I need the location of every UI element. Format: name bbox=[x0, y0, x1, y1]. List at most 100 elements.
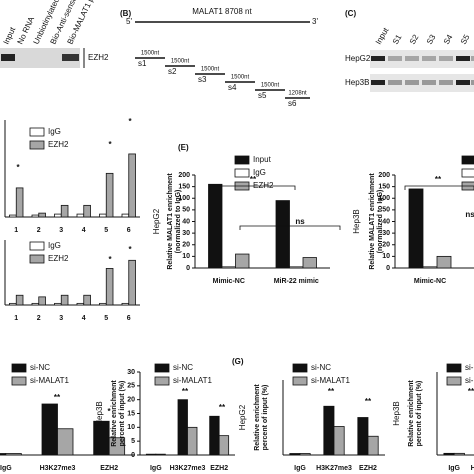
legend-swatch bbox=[29, 241, 45, 251]
bar bbox=[99, 302, 107, 306]
y-tick-label: 30 bbox=[127, 369, 135, 376]
band bbox=[371, 80, 385, 85]
bar bbox=[275, 200, 290, 269]
annotation: ** bbox=[219, 403, 226, 412]
legend-label: si-NC bbox=[30, 363, 50, 372]
lane-label: S4 bbox=[442, 33, 455, 46]
legend-swatch bbox=[234, 168, 250, 178]
lane-label: Input bbox=[374, 25, 391, 46]
y-axis-label: (normalized to IgG) bbox=[377, 190, 384, 254]
x-tick-label: H3K27me3 bbox=[40, 465, 76, 472]
bar bbox=[9, 214, 17, 218]
x-tick-label: Mimic-NC bbox=[213, 278, 245, 285]
x-tick-label: EZH2 bbox=[359, 465, 377, 472]
y-tick-label: 15 bbox=[127, 410, 135, 417]
bar bbox=[99, 213, 107, 218]
bracket bbox=[209, 185, 296, 190]
bar bbox=[436, 255, 452, 269]
bar bbox=[60, 204, 69, 218]
bar bbox=[15, 294, 24, 306]
band bbox=[1, 54, 15, 61]
band bbox=[456, 80, 470, 85]
bar bbox=[443, 452, 455, 456]
annotation: ** bbox=[182, 387, 189, 396]
row-label: HepG2 bbox=[345, 54, 371, 63]
annotation: * bbox=[107, 407, 111, 416]
five-end: 5' bbox=[126, 17, 132, 26]
bar bbox=[235, 253, 250, 269]
segment-name: s2 bbox=[168, 67, 177, 76]
band bbox=[471, 80, 474, 85]
band bbox=[388, 80, 402, 85]
legend-swatch bbox=[29, 127, 45, 137]
x-tick-label: H3K27me3 bbox=[316, 465, 352, 472]
segment-name: s3 bbox=[198, 75, 207, 84]
bar bbox=[121, 213, 130, 218]
protein-label: EZH2 bbox=[88, 53, 109, 62]
legend-swatch bbox=[446, 363, 462, 373]
x-tick-label: 1 bbox=[14, 227, 18, 234]
segment-name: s4 bbox=[228, 83, 237, 92]
side-label: Hep3B bbox=[95, 401, 104, 425]
band bbox=[62, 54, 79, 61]
y-axis-label: percent of input (%) bbox=[416, 381, 423, 447]
bar bbox=[299, 453, 311, 456]
legend-label: si-NC bbox=[465, 363, 474, 372]
x-tick-label: 3 bbox=[59, 227, 63, 234]
x-tick-label: EZH2 bbox=[210, 465, 228, 472]
bar bbox=[9, 302, 17, 306]
side-label: HepG2 bbox=[238, 404, 247, 430]
y-tick-label: 5 bbox=[131, 438, 135, 445]
x-tick-label: IgG bbox=[448, 465, 460, 472]
legend-swatch bbox=[11, 376, 27, 386]
annotation: ** bbox=[435, 175, 442, 184]
bar bbox=[128, 259, 136, 306]
y-tick-label: 200 bbox=[178, 172, 190, 179]
y-tick-label: 50 bbox=[382, 207, 390, 214]
y-tick-label: 20 bbox=[127, 397, 135, 404]
bar bbox=[105, 172, 114, 218]
bar bbox=[5, 453, 22, 456]
x-tick-label: Mimic-NC bbox=[414, 278, 446, 285]
y-tick-label: 150 bbox=[378, 183, 390, 190]
bar bbox=[15, 187, 24, 218]
legend-label: Input bbox=[253, 155, 272, 164]
x-tick-label: 2 bbox=[37, 315, 41, 322]
x-tick-label: EZH2 bbox=[100, 465, 118, 472]
legend-label: si-MALAT1 bbox=[173, 376, 213, 385]
legend-swatch bbox=[29, 140, 45, 150]
bar bbox=[83, 294, 91, 306]
band bbox=[439, 80, 453, 85]
bar bbox=[38, 212, 46, 218]
y-tick-label: 0 bbox=[186, 265, 190, 272]
y-tick-label: 10 bbox=[127, 424, 135, 431]
y-axis-label: Relative MALAT1 enrichment bbox=[167, 173, 174, 270]
legend-label: EZH2 bbox=[48, 254, 69, 263]
y-axis-label: Relative MALAT1 enrichment bbox=[369, 173, 376, 270]
segment-length: 1500nt bbox=[231, 75, 250, 81]
y-tick-label: 10 bbox=[182, 253, 190, 260]
bar bbox=[76, 302, 85, 306]
bar bbox=[357, 417, 369, 456]
bar bbox=[209, 415, 220, 456]
x-tick-label: 4 bbox=[82, 315, 86, 322]
annotation: * bbox=[128, 117, 132, 126]
annotation: ns bbox=[465, 210, 474, 219]
x-tick-label: 5 bbox=[104, 227, 108, 234]
bar bbox=[333, 426, 345, 456]
band bbox=[422, 56, 436, 61]
band bbox=[388, 56, 402, 61]
bar bbox=[41, 403, 58, 456]
y-axis-label: (normalized to IgG) bbox=[175, 190, 182, 254]
x-tick-label: 4 bbox=[82, 227, 86, 234]
annotation: * bbox=[108, 255, 112, 264]
annotation: ** bbox=[250, 175, 257, 184]
annotation: ** bbox=[468, 387, 474, 396]
y-axis-label: percent of input (%) bbox=[262, 385, 269, 451]
legend-label: EZH2 bbox=[48, 140, 69, 149]
band bbox=[371, 56, 385, 61]
y-tick-label: 0 bbox=[131, 452, 135, 459]
band bbox=[405, 80, 419, 85]
panel-label: (G) bbox=[232, 357, 244, 366]
